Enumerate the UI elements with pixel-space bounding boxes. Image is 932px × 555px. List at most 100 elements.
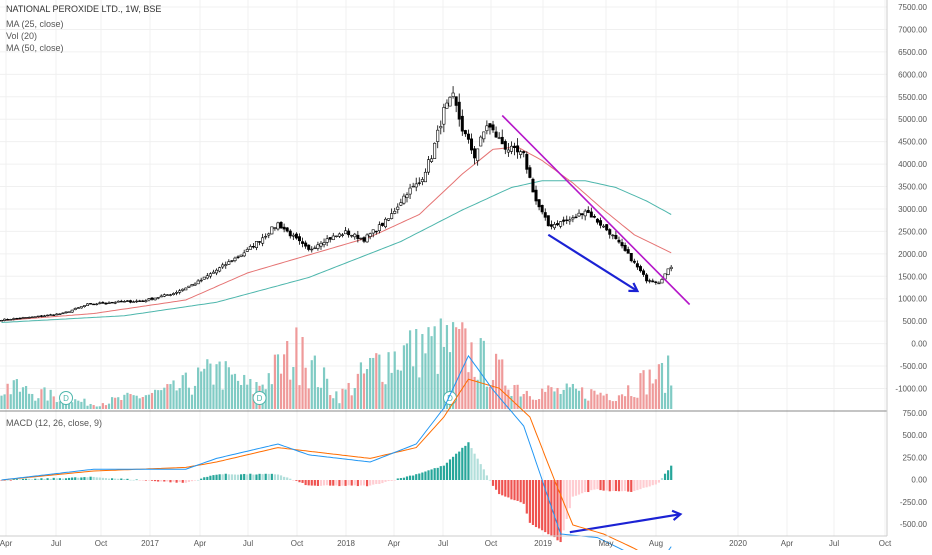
- macd-histogram-bar: [147, 480, 151, 481]
- macd-histogram-bar: [301, 480, 304, 483]
- volume-bar: [49, 389, 52, 409]
- volume-bar: [338, 403, 341, 409]
- candle-body: [190, 284, 194, 287]
- macd-histogram-bar: [565, 480, 568, 519]
- macd-histogram-bar: [436, 467, 439, 480]
- macd-histogram-bar: [359, 480, 363, 486]
- volume-bar: [295, 327, 298, 409]
- candle-body: [457, 101, 461, 120]
- macd-histogram-bar: [166, 480, 169, 482]
- volume-bar: [101, 403, 104, 409]
- price-axis-tick-label: 7000.00: [898, 25, 927, 34]
- candle-body: [562, 219, 566, 222]
- candle-body: [95, 303, 99, 306]
- candle-body: [420, 179, 424, 183]
- macd-histogram-bar: [513, 480, 516, 501]
- candle-body: [396, 206, 400, 210]
- macd-histogram-bar: [491, 480, 495, 486]
- time-axis-tick-label: Apr: [388, 539, 401, 548]
- macd-histogram-bar: [3, 480, 6, 481]
- macd-histogram-bar: [129, 479, 132, 481]
- candle-body: [430, 158, 434, 162]
- candle-body: [589, 211, 593, 218]
- volume-bar: [476, 379, 479, 409]
- volume-bar: [467, 372, 470, 409]
- candle-body: [196, 280, 200, 285]
- candle-body: [617, 239, 621, 243]
- candle-body: [497, 137, 501, 139]
- volume-bar: [120, 399, 123, 409]
- macd-histogram-bar: [556, 480, 559, 541]
- macd-histogram-bar: [273, 474, 277, 480]
- volume-bar: [227, 367, 230, 409]
- macd-histogram-bar: [424, 471, 427, 480]
- macd-histogram-bar: [498, 480, 501, 495]
- volume-bar: [304, 367, 307, 409]
- price-axis-tick-label: -1000.00: [895, 384, 927, 393]
- volume-bar: [163, 387, 166, 409]
- volume-bar: [67, 403, 71, 409]
- macd-histogram-bar: [547, 480, 550, 535]
- candle-body: [638, 266, 642, 272]
- macd-histogram-bar: [369, 480, 372, 486]
- macd-axis-tick-label: -250.00: [900, 498, 928, 507]
- macd-histogram-bar: [289, 478, 292, 480]
- volume-bar: [270, 384, 273, 409]
- volume-bar: [31, 393, 34, 409]
- volume-bar: [488, 386, 492, 409]
- candle-body: [466, 133, 470, 140]
- candle-body: [522, 151, 526, 154]
- macd-histogram-bar: [117, 478, 120, 480]
- macd-histogram-bar: [657, 480, 661, 483]
- candle-body: [150, 297, 154, 300]
- candle-body: [642, 270, 646, 275]
- macd-histogram-bar: [427, 470, 430, 480]
- macd-axis-tick-label: 250.00: [903, 453, 928, 462]
- macd-histogram-bar: [467, 442, 470, 480]
- candle-body: [113, 302, 117, 304]
- volume-bar: [344, 389, 347, 409]
- macd-histogram-bar: [236, 474, 240, 480]
- macd-histogram-bar: [648, 480, 651, 487]
- volume-bar: [359, 362, 363, 409]
- macd-histogram-bar: [608, 480, 611, 492]
- macd-histogram-bar: [461, 447, 464, 480]
- volume-bar: [34, 400, 37, 409]
- macd-histogram-bar: [568, 480, 571, 509]
- candle-body: [258, 241, 262, 243]
- candle-body: [104, 302, 108, 305]
- candle-body: [12, 318, 16, 320]
- volume-bar: [98, 406, 101, 409]
- volume-bar: [427, 327, 430, 409]
- macd-histogram-bar: [620, 480, 624, 492]
- candle-body: [436, 129, 440, 142]
- volume-bar: [135, 395, 138, 409]
- volume-bar: [670, 385, 673, 409]
- macd-histogram-bar: [46, 478, 49, 480]
- volume-bar: [356, 373, 359, 409]
- candle-body: [651, 280, 655, 283]
- macd-histogram-bar: [525, 480, 528, 514]
- volume-bar: [445, 325, 449, 409]
- candle-body: [509, 145, 513, 152]
- macd-histogram-bar: [362, 480, 366, 486]
- candle-body: [528, 167, 532, 178]
- macd-histogram-bar: [209, 475, 212, 480]
- candle-body: [629, 252, 633, 262]
- volume-bar: [375, 353, 378, 409]
- volume-bar: [494, 353, 498, 409]
- volume-bar: [442, 346, 445, 409]
- volume-bar: [485, 386, 488, 409]
- volume-bar: [528, 396, 531, 409]
- volume-bar: [77, 400, 80, 409]
- price-axis-tick-label: 6500.00: [898, 48, 927, 57]
- volume-bar: [141, 397, 144, 409]
- macd-histogram-bar: [538, 480, 541, 529]
- candle-body: [208, 273, 212, 277]
- volume-bar: [181, 375, 184, 409]
- candle-body: [316, 244, 320, 249]
- candle-body: [423, 171, 427, 183]
- volume-bar: [574, 388, 578, 409]
- macd-histogram-bar: [326, 480, 329, 486]
- time-axis-tick-label: Jul: [243, 539, 253, 548]
